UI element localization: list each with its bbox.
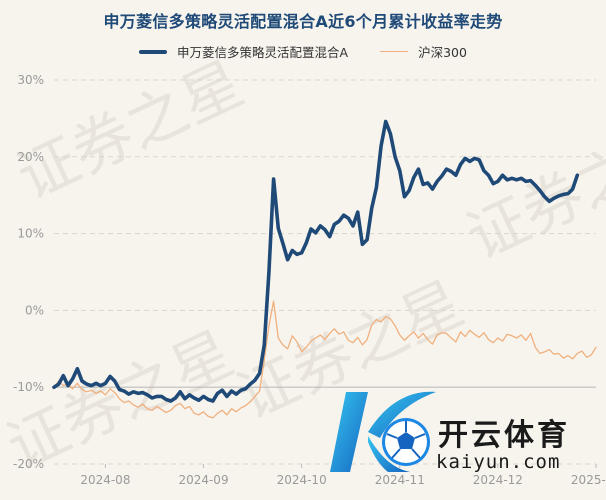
series-line-fund: [52, 119, 580, 403]
soccer-ball-icon: [382, 418, 430, 466]
series-layer: [52, 119, 597, 419]
x-tick-label: 2025-01: [571, 473, 606, 487]
series-line-index: [53, 300, 597, 419]
legend-swatch-index: [380, 50, 409, 53]
y-tick-label: 30%: [17, 73, 44, 87]
legend-label-index: 沪深300: [418, 45, 467, 60]
x-tick-label: 2024-10: [277, 473, 327, 487]
y-tick-label: -20%: [13, 457, 44, 471]
chart-title: 申万菱信多策略灵活配置混合A近6个月累计收益率走势: [103, 12, 503, 31]
chart-legend: 申万菱信多策略灵活配置混合A 沪深300: [0, 42, 606, 61]
brand-logo: [330, 391, 436, 472]
y-tick-label: 20%: [17, 150, 44, 164]
y-tick-label: 0%: [25, 303, 44, 317]
brand-name-cn: 开云体育: [438, 418, 570, 453]
legend-item-index[interactable]: 沪深300: [380, 42, 467, 61]
y-tick-label: 10%: [17, 227, 44, 241]
brand-k-icon: [330, 391, 436, 472]
legend-label-fund: 申万菱信多策略灵活配置混合A: [177, 45, 349, 60]
watermark-text-3: 证券之星: [457, 109, 606, 274]
grid-lines: [54, 79, 596, 465]
y-axis-ticks: 30% 20% 10% 0% -10% -20%: [13, 73, 44, 471]
x-tick-label: 2024-12: [473, 473, 523, 487]
x-tick-label: 2024-09: [178, 473, 228, 487]
brand-domain: kaiyun.com: [436, 451, 561, 473]
y-tick-label: -10%: [13, 380, 44, 394]
x-tick-label: 2024-08: [80, 473, 130, 487]
x-axis-ticks: 2024-08 2024-09 2024-10 2024-11 2024-12 2025-…: [80, 464, 606, 487]
legend-item-fund[interactable]: 申万菱信多策略灵活配置混合A: [139, 42, 348, 61]
x-tick-label: 2024-11: [375, 473, 425, 487]
legend-swatch-fund: [139, 49, 168, 54]
